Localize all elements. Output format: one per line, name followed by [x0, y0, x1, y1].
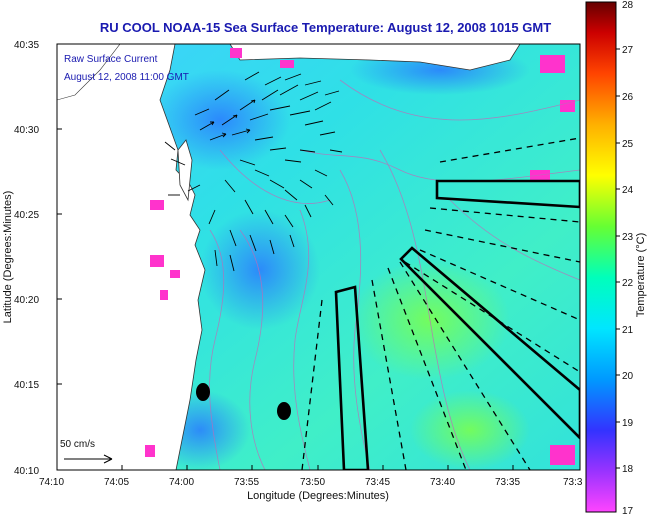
y-tick-label: 40:35	[14, 40, 39, 51]
x-tick-label: 74:00	[169, 477, 194, 488]
colorbar-tick: 26	[622, 92, 634, 103]
colorbar-tick: 22	[622, 278, 634, 289]
map-title: RU COOL NOAA-15 Sea Surface Temperature:…	[99, 20, 552, 35]
y-tick-label: 40:10	[14, 466, 39, 477]
legend-line1: Raw Surface Current	[64, 54, 158, 65]
land-staten-island	[57, 44, 121, 101]
x-tick-label: 73:35	[495, 477, 520, 488]
scale-label: 50 cm/s	[60, 439, 95, 450]
colorbar-tick: 19	[622, 418, 634, 429]
land-new-jersey	[57, 44, 206, 470]
scale-arrow	[64, 454, 113, 464]
x-tick-label: 73:3	[563, 477, 583, 488]
colorbar-tick: 25	[622, 139, 634, 150]
current-vectors	[164, 71, 343, 272]
land-sandy-hook	[177, 139, 193, 202]
y-tick-label: 40:30	[14, 125, 39, 136]
colorbar-tick: 28	[622, 0, 634, 11]
colorbar-tick: 27	[622, 45, 634, 56]
colorbar-tick: 23	[622, 232, 634, 243]
y-tick-label: 40:25	[14, 210, 39, 221]
x-axis-label: Longitude (Degrees:Minutes)	[247, 490, 389, 502]
station-marker	[196, 383, 210, 401]
x-tick-label: 74:10	[39, 477, 64, 488]
colorbar-label: Temperature (°C)	[635, 233, 647, 317]
colorbar-tick: 20	[622, 371, 634, 382]
station-marker	[277, 402, 291, 420]
x-tick-label: 74:05	[104, 477, 129, 488]
x-tick-label: 73:40	[430, 477, 455, 488]
y-tick-label: 40:15	[14, 380, 39, 391]
bathymetry-contours	[209, 79, 580, 470]
y-tick-label: 40:20	[14, 295, 39, 306]
colorbar	[585, 1, 617, 513]
x-tick-label: 73:50	[300, 477, 325, 488]
x-tick-label: 73:45	[365, 477, 390, 488]
sst-field	[57, 44, 580, 470]
legend-line2: August 12, 2008 11:00 GMT	[64, 72, 189, 83]
colorbar-tick: 24	[622, 185, 634, 196]
colorbar-tick: 18	[622, 464, 634, 475]
colorbar-tick: 17	[622, 506, 634, 517]
x-tick-label: 73:55	[234, 477, 259, 488]
y-axis-label: Latitude (Degrees:Minutes)	[2, 191, 14, 324]
sampling-boxes	[334, 179, 580, 470]
colorbar-tick: 21	[622, 325, 634, 336]
land-long-island	[229, 44, 521, 71]
